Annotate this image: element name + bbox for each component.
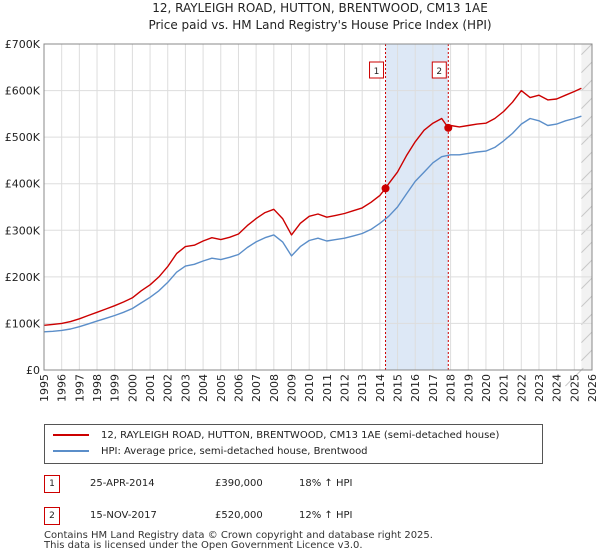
x-tick-label: 2001: [144, 374, 157, 402]
legend-item-hpi: HPI: Average price, semi-detached house,…: [53, 444, 368, 460]
sale-price: £520,000: [215, 510, 263, 521]
chart-title: 12, RAYLEIGH ROAD, HUTTON, BRENTWOOD, CM…: [152, 1, 488, 15]
sale-label-box: [431, 61, 447, 79]
future-hatch-line: [581, 223, 593, 235]
future-hatch-line: [581, 349, 593, 361]
x-tick-label: 2014: [374, 374, 387, 402]
x-tick-label: 2012: [339, 374, 352, 402]
footer: Contains HM Land Registry data © Crown c…: [44, 531, 433, 551]
plot-area: 1 2 £0 £100K £200K £300K £400K £500K £600K £700K 1…: [5, 38, 599, 402]
x-tick-label: 2011: [321, 374, 334, 402]
y-tick-label: £700K: [5, 38, 41, 51]
series-line: [43, 115, 582, 333]
future-hatch-line: [581, 79, 593, 91]
sale-label-box: [369, 61, 385, 79]
y-tick-label: £100K: [5, 317, 41, 330]
future-hatch-line: [581, 169, 593, 181]
footer-licence: This data is licensed under the Open Gov…: [44, 540, 363, 551]
future-hatch-line: [581, 241, 593, 253]
legend: 12, RAYLEIGH ROAD, HUTTON, BRENTWOOD, CM…: [44, 424, 543, 464]
x-tick-label: 2023: [533, 374, 546, 402]
x-tick-label: 2007: [250, 374, 263, 402]
footer-copyright: Contains HM Land Registry data © Crown c…: [44, 530, 433, 541]
legend-label-hpi: HPI: Average price, semi-detached house,…: [101, 446, 368, 457]
x-tick-label: 2024: [551, 374, 564, 402]
x-tick-label: 2000: [126, 374, 139, 402]
sale-number-badge: 2: [44, 507, 60, 525]
x-tick-label: 2015: [392, 374, 405, 402]
x-tick-label: 2018: [445, 374, 458, 402]
x-tick-label: 2010: [303, 374, 316, 402]
sale-number-badge: 1: [44, 475, 60, 493]
future-hatch-line: [581, 187, 593, 199]
x-tick-label: 2021: [498, 374, 511, 402]
sale-row: 1 25-APR-2014 £390,000 18% ↑ HPI: [44, 475, 544, 493]
x-tick-label: 1999: [109, 374, 122, 402]
x-tick-label: 2002: [162, 374, 175, 402]
x-tick-label: 2005: [215, 374, 228, 402]
sale-label-number: 1: [374, 67, 380, 77]
future-hatch-line: [581, 295, 593, 307]
y-tick-label: £600K: [5, 85, 41, 98]
sale-date: 15-NOV-2017: [90, 510, 157, 521]
series-line: [43, 87, 582, 326]
sale-row: 2 15-NOV-2017 £520,000 12% ↑ HPI: [44, 507, 544, 525]
x-tick-label: 2013: [356, 374, 369, 402]
future-hatch-line: [581, 313, 593, 325]
future-hatch-line: [581, 43, 593, 55]
x-tick-label: 2008: [268, 374, 281, 402]
chart-subtitle: Price paid vs. HM Land Registry's House …: [148, 18, 491, 32]
future-hatch-line: [581, 97, 593, 109]
x-tick-label: 2009: [285, 374, 298, 402]
future-hatch-line: [581, 331, 593, 343]
sale-point: [444, 123, 453, 132]
x-tick-label: 2016: [409, 374, 422, 402]
future-hatch-line: [581, 151, 593, 163]
future-hatch-line: [581, 277, 593, 289]
x-tick-label: 1995: [38, 374, 51, 402]
legend-label-property: 12, RAYLEIGH ROAD, HUTTON, BRENTWOOD, CM…: [101, 430, 500, 441]
x-tick-label: 1997: [73, 374, 86, 402]
sale-hpi-change: 12% ↑ HPI: [299, 510, 353, 521]
y-tick-label: £500K: [5, 131, 41, 144]
x-tick-label: 2022: [515, 374, 528, 402]
y-tick-label: £200K: [5, 271, 41, 284]
future-region: [581, 44, 592, 370]
future-hatch-line: [581, 205, 593, 217]
legend-line-property: [53, 434, 89, 436]
sale-point: [381, 184, 390, 193]
legend-line-hpi: [53, 450, 89, 452]
highlight-band: [385, 44, 449, 370]
future-hatch-line: [581, 115, 593, 127]
x-tick-label: 2026: [586, 374, 599, 402]
y-tick-label: £300K: [5, 224, 41, 237]
legend-item-property: 12, RAYLEIGH ROAD, HUTTON, BRENTWOOD, CM…: [53, 428, 499, 444]
future-hatch-line: [581, 133, 593, 145]
x-tick-label: 2003: [179, 374, 192, 402]
future-hatch-line: [565, 369, 582, 387]
x-tick-label: 2025: [568, 374, 581, 402]
x-tick-label: 2017: [427, 374, 440, 402]
y-tick-label: £400K: [5, 178, 41, 191]
plot-border: [43, 43, 593, 371]
future-hatch-line: [581, 61, 593, 73]
y-tick-label: £0: [26, 364, 40, 377]
x-tick-label: 2006: [232, 374, 245, 402]
sale-price: £390,000: [215, 478, 263, 489]
sale-date: 25-APR-2014: [90, 478, 155, 489]
x-tick-label: 2019: [462, 374, 475, 402]
sale-label-number: 2: [436, 67, 442, 77]
x-tick-label: 1998: [91, 374, 104, 402]
x-tick-label: 1996: [56, 374, 69, 402]
sale-hpi-change: 18% ↑ HPI: [299, 478, 353, 489]
x-tick-label: 2020: [480, 374, 493, 402]
x-tick-label: 2004: [197, 374, 210, 402]
future-hatch-line: [581, 259, 593, 271]
plot-background: [44, 44, 592, 370]
price-chart: 12, RAYLEIGH ROAD, HUTTON, BRENTWOOD, CM…: [5, 1, 599, 402]
